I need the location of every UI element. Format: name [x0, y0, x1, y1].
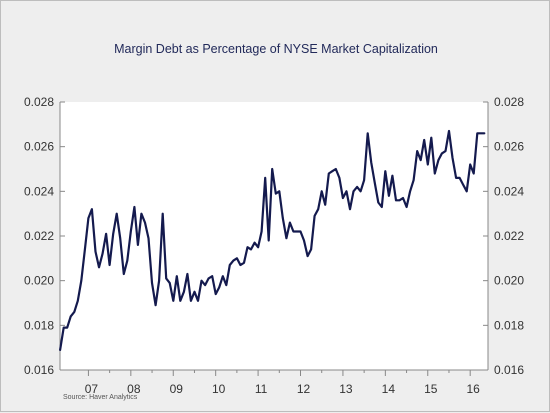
y-tick-label-right: 0.016: [494, 363, 524, 377]
y-tick-label-right: 0.028: [494, 95, 524, 109]
x-tick-label: 16: [467, 382, 481, 396]
source-note: Source: Haver Analytics: [63, 394, 138, 401]
x-tick-label: 07: [85, 382, 99, 396]
x-tick-label: 14: [382, 382, 396, 396]
y-tick-label-right: 0.020: [494, 274, 524, 288]
y-tick-label-left: 0.024: [24, 184, 54, 198]
y-tick-label-right: 0.018: [494, 318, 524, 332]
y-tick-label-right: 0.022: [494, 229, 524, 243]
x-tick-label: 11: [255, 382, 268, 396]
y-tick-label-left: 0.022: [24, 229, 54, 243]
y-tick-label-left: 0.016: [24, 363, 54, 377]
x-tick-label: 10: [212, 382, 226, 396]
series-line: [59, 129, 486, 351]
y-tick-label-left: 0.018: [24, 318, 54, 332]
chart-title: Margin Debt as Percentage of NYSE Market…: [114, 42, 438, 56]
y-tick-label-left: 0.020: [24, 274, 54, 288]
x-tick-label: 08: [127, 382, 141, 396]
y-tick-label-left: 0.026: [24, 140, 54, 154]
y-axis-right: 0.016 0.018 0.020 0.022 0.024 0.026 0.028: [483, 95, 524, 377]
x-tick-label: 13: [339, 382, 353, 396]
x-axis: 07 08 09 10 11 12 13 14 15 16: [85, 370, 480, 396]
y-tick-label-right: 0.026: [494, 140, 524, 154]
x-tick-label: 09: [170, 382, 184, 396]
y-tick-label-left: 0.028: [24, 95, 54, 109]
x-tick-label: 15: [424, 382, 438, 396]
y-axis-left: 0.016 0.018 0.020 0.022 0.024 0.026 0.028: [24, 95, 65, 377]
y-tick-label-right: 0.024: [494, 184, 524, 198]
x-tick-label: 12: [297, 382, 311, 396]
